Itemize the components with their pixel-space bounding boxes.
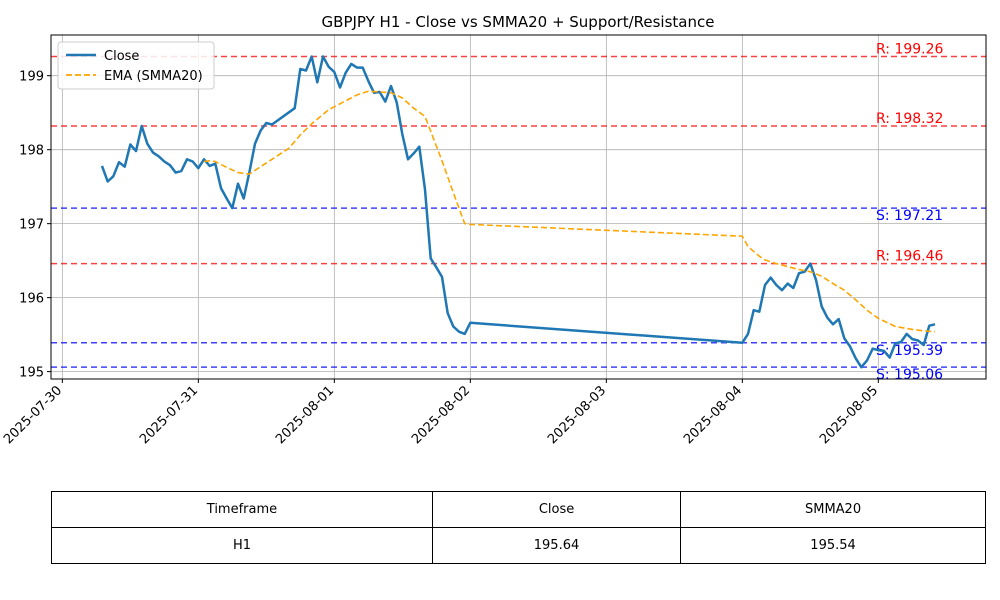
x-tick-label: 2025-07-31 [137, 383, 201, 447]
resistance-label: R: 196.46 [876, 249, 944, 265]
y-tick-label: 196 [19, 292, 44, 307]
table-header-row: Timeframe Close SMMA20 [51, 491, 986, 528]
x-tick-label: 2025-07-30 [1, 383, 65, 447]
support-resistance-levels: R: 199.26 R: 198.32 S: 197.21 R: 196.46 S: 1… [51, 41, 986, 383]
resistance-label: R: 198.32 [876, 111, 943, 127]
y-tick-label: 197 [19, 218, 44, 233]
table-header-cell: Timeframe [51, 491, 433, 528]
summary-table: Timeframe Close SMMA20 H1 195.64 195.54 [51, 491, 986, 564]
x-tick-label: 2025-08-04 [681, 383, 745, 447]
table-cell-timeframe: H1 [51, 527, 433, 564]
close-line [100, 55, 936, 369]
x-tick-label: 2025-08-01 [273, 383, 337, 447]
legend-label-ema: EMA (SMMA20) [104, 69, 203, 84]
resistance-label: R: 199.26 [876, 41, 944, 57]
chart-svg: GBPJPY H1 - Close vs SMMA20 + Support/Re… [1, 13, 987, 447]
y-tick-label: 199 [19, 70, 44, 85]
support-label: S: 195.06 [876, 367, 943, 383]
support-label: S: 197.21 [876, 208, 943, 224]
legend: Close EMA (SMMA20) [57, 41, 215, 90]
table-header-cell: Close [431, 491, 682, 528]
support-label: S: 195.39 [876, 343, 943, 359]
table-row: H1 195.64 195.54 [51, 527, 986, 564]
plot-frame [50, 34, 987, 380]
y-tick-label: 195 [19, 366, 44, 381]
table-cell-smma20: 195.54 [680, 527, 986, 564]
legend-box [57, 41, 215, 90]
x-tick-label: 2025-08-02 [409, 383, 473, 447]
series-lines [100, 55, 936, 369]
ema-line [203, 90, 936, 333]
x-tick-label: 2025-08-03 [545, 383, 609, 447]
chart-title: GBPJPY H1 - Close vs SMMA20 + Support/Re… [322, 13, 715, 31]
legend-label-close: Close [104, 49, 139, 64]
table-cell-close: 195.64 [431, 527, 682, 564]
table-header-cell: SMMA20 [680, 491, 986, 528]
y-tick-label: 198 [19, 144, 44, 159]
x-tick-label: 2025-08-05 [817, 383, 881, 447]
